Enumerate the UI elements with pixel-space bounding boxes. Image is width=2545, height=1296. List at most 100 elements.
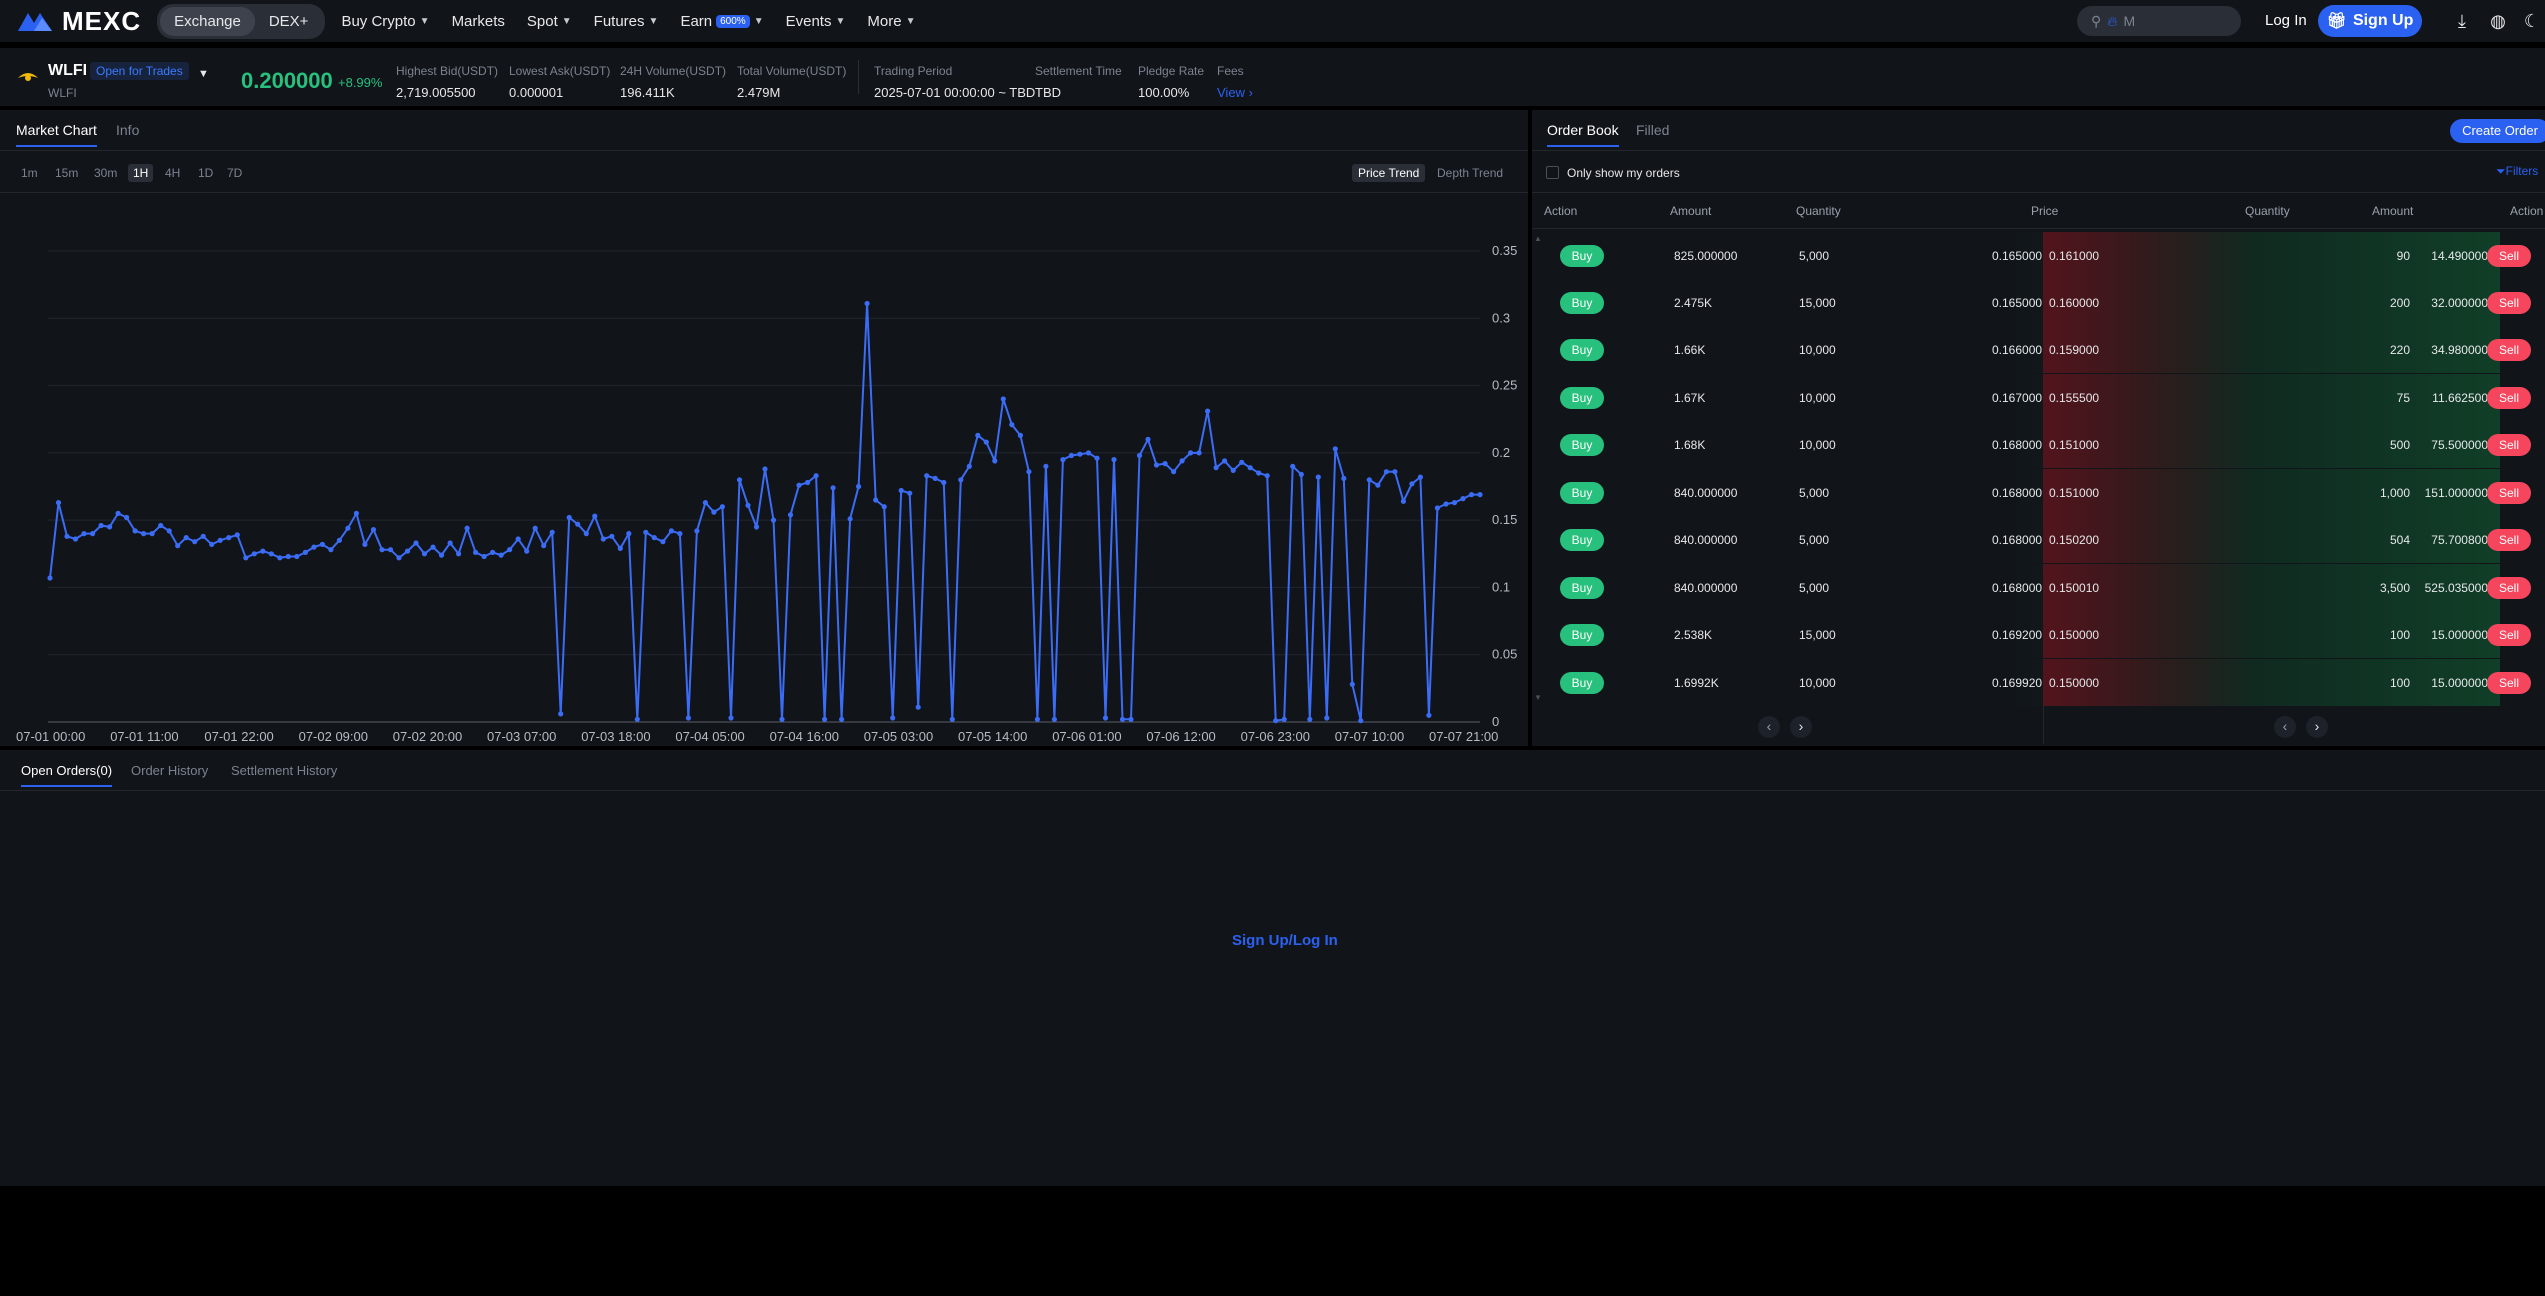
signup-login-link[interactable]: Sign Up/Log In bbox=[1232, 932, 1338, 949]
nav-events[interactable]: Events ▼ bbox=[786, 13, 846, 30]
filters-button[interactable]: ⏷Filters bbox=[2496, 164, 2538, 179]
sell-button[interactable]: Sell bbox=[2487, 624, 2531, 646]
sell-button[interactable]: Sell bbox=[2487, 529, 2531, 551]
sell-amount: 525.035000 bbox=[2424, 581, 2488, 595]
buy-prev-page-button[interactable]: ‹ bbox=[1758, 716, 1780, 738]
sell-button[interactable]: Sell bbox=[2487, 672, 2531, 694]
sell-next-page-button[interactable]: › bbox=[2306, 716, 2328, 738]
interval-30m[interactable]: 30m bbox=[94, 166, 118, 180]
sell-button[interactable]: Sell bbox=[2487, 577, 2531, 599]
tab-settlement-history[interactable]: Settlement History bbox=[231, 763, 338, 778]
buy-quantity: 5,000 bbox=[1799, 581, 1830, 595]
search-input[interactable]: ⚲ 🔥︎ M bbox=[2077, 6, 2241, 36]
symbol[interactable]: WLFI bbox=[48, 62, 88, 79]
data-point bbox=[1171, 469, 1177, 475]
interval-1m[interactable]: 1m bbox=[21, 166, 38, 180]
data-point bbox=[1247, 465, 1253, 471]
buy-button[interactable]: Buy bbox=[1560, 672, 1604, 694]
data-point bbox=[958, 477, 964, 483]
buy-button[interactable]: Buy bbox=[1560, 387, 1604, 409]
tab-filled[interactable]: Filled bbox=[1636, 122, 1670, 138]
sell-depth-bar bbox=[2043, 326, 2253, 373]
data-point bbox=[1239, 459, 1245, 465]
buy-button[interactable]: Buy bbox=[1560, 292, 1604, 314]
buy-button[interactable]: Buy bbox=[1560, 577, 1604, 599]
data-point bbox=[719, 504, 726, 510]
signup-button[interactable]: 🎁︎ Sign Up bbox=[2318, 5, 2422, 37]
moon-icon[interactable]: ☾ bbox=[2523, 11, 2541, 31]
interval-1h[interactable]: 1H bbox=[128, 164, 154, 182]
buy-button[interactable]: Buy bbox=[1560, 434, 1604, 456]
nav-markets[interactable]: Markets bbox=[452, 13, 505, 30]
nav-futures[interactable]: Futures ▼ bbox=[594, 13, 659, 30]
tab-info[interactable]: Info bbox=[116, 122, 140, 138]
tab-market-chart[interactable]: Market Chart bbox=[16, 122, 97, 147]
interval-1d[interactable]: 1D bbox=[198, 166, 214, 180]
view-depth-trend[interactable]: Depth Trend bbox=[1437, 166, 1504, 180]
interval-7d[interactable]: 7D bbox=[227, 166, 243, 180]
mode-exchange[interactable]: Exchange bbox=[160, 6, 255, 36]
buy-button[interactable]: Buy bbox=[1560, 245, 1604, 267]
data-point bbox=[856, 483, 862, 490]
scroll-up-icon: ▲ bbox=[1534, 234, 1542, 243]
buy-quantity: 15,000 bbox=[1799, 628, 1836, 642]
data-point bbox=[566, 514, 572, 521]
download-icon[interactable]: ⤓ bbox=[2458, 11, 2466, 31]
buy-button[interactable]: Buy bbox=[1560, 624, 1604, 646]
buy-next-page-button[interactable]: › bbox=[1790, 716, 1812, 738]
sell-button[interactable]: Sell bbox=[2487, 245, 2531, 267]
data-point bbox=[685, 715, 692, 721]
data-point bbox=[302, 549, 308, 555]
y-tick-label: 0.2 bbox=[1492, 445, 1510, 460]
sell-button[interactable]: Sell bbox=[2487, 292, 2531, 314]
x-tick-label: 07-05 14:00 bbox=[958, 729, 1027, 744]
data-point bbox=[404, 548, 411, 554]
buy-price: 0.168000 bbox=[1992, 533, 2043, 547]
logo-text: MEXC bbox=[62, 5, 142, 36]
sell-depth-bar bbox=[2043, 659, 2253, 706]
stat-value: 100.00% bbox=[1138, 85, 1190, 100]
data-point bbox=[822, 716, 828, 722]
price-change: +8.99% bbox=[338, 75, 383, 90]
data-point bbox=[1111, 457, 1117, 463]
data-point bbox=[107, 524, 113, 530]
nav-earn[interactable]: Earn 600% ▼ bbox=[680, 13, 763, 30]
sell-prev-page-button[interactable]: ‹ bbox=[2274, 716, 2296, 738]
data-point bbox=[1264, 473, 1270, 479]
price-series-points bbox=[47, 300, 1483, 724]
buy-button[interactable]: Buy bbox=[1560, 339, 1604, 361]
order-book-row: 825.000000 5,000 0.165000 0.161000 90 14.4900… bbox=[1540, 232, 2545, 279]
create-order-button[interactable]: Create Order bbox=[2450, 119, 2545, 143]
nav-spot[interactable]: Spot ▼ bbox=[527, 13, 572, 30]
nav-buy-crypto[interactable]: Buy Crypto ▼ bbox=[341, 13, 429, 30]
sell-button[interactable]: Sell bbox=[2487, 434, 2531, 456]
stat-trading-period: Trading Period 2025-07-01 00:00:00 ~ TBD bbox=[874, 64, 1035, 100]
x-tick-label: 07-01 11:00 bbox=[110, 729, 178, 744]
globe-icon[interactable]: ◍ bbox=[2490, 11, 2506, 31]
only-my-orders-checkbox[interactable] bbox=[1546, 166, 1559, 179]
fees-view-link[interactable]: View › bbox=[1217, 85, 1253, 100]
symbol-dropdown-icon[interactable]: ▼ bbox=[198, 68, 209, 80]
tab-open-orders[interactable]: Open Orders(0) bbox=[21, 763, 113, 787]
buy-button[interactable]: Buy bbox=[1560, 482, 1604, 504]
divider bbox=[1532, 228, 2545, 229]
sell-button[interactable]: Sell bbox=[2487, 339, 2531, 361]
nav-more[interactable]: More ▼ bbox=[867, 13, 915, 30]
mexc-logo[interactable]: MEXC bbox=[16, 6, 141, 37]
data-point bbox=[583, 531, 589, 537]
data-point bbox=[473, 549, 479, 555]
x-tick-label: 07-02 20:00 bbox=[393, 729, 462, 744]
buy-button[interactable]: Buy bbox=[1560, 529, 1604, 551]
order-book-scrollbar[interactable]: ▲ ▼ bbox=[1533, 232, 1543, 702]
mode-dex[interactable]: DEX+ bbox=[268, 12, 309, 30]
interval-4h[interactable]: 4H bbox=[165, 166, 181, 180]
sell-button[interactable]: Sell bbox=[2487, 482, 2531, 504]
tab-order-history[interactable]: Order History bbox=[131, 763, 209, 778]
sell-button[interactable]: Sell bbox=[2487, 387, 2531, 409]
view-price-trend[interactable]: Price Trend bbox=[1352, 164, 1426, 182]
login-button[interactable]: Log In bbox=[2265, 12, 2307, 29]
data-point bbox=[1119, 716, 1126, 722]
y-tick-label: 0.3 bbox=[1492, 310, 1510, 325]
tab-order-book[interactable]: Order Book bbox=[1547, 122, 1619, 147]
interval-15m[interactable]: 15m bbox=[55, 166, 79, 180]
